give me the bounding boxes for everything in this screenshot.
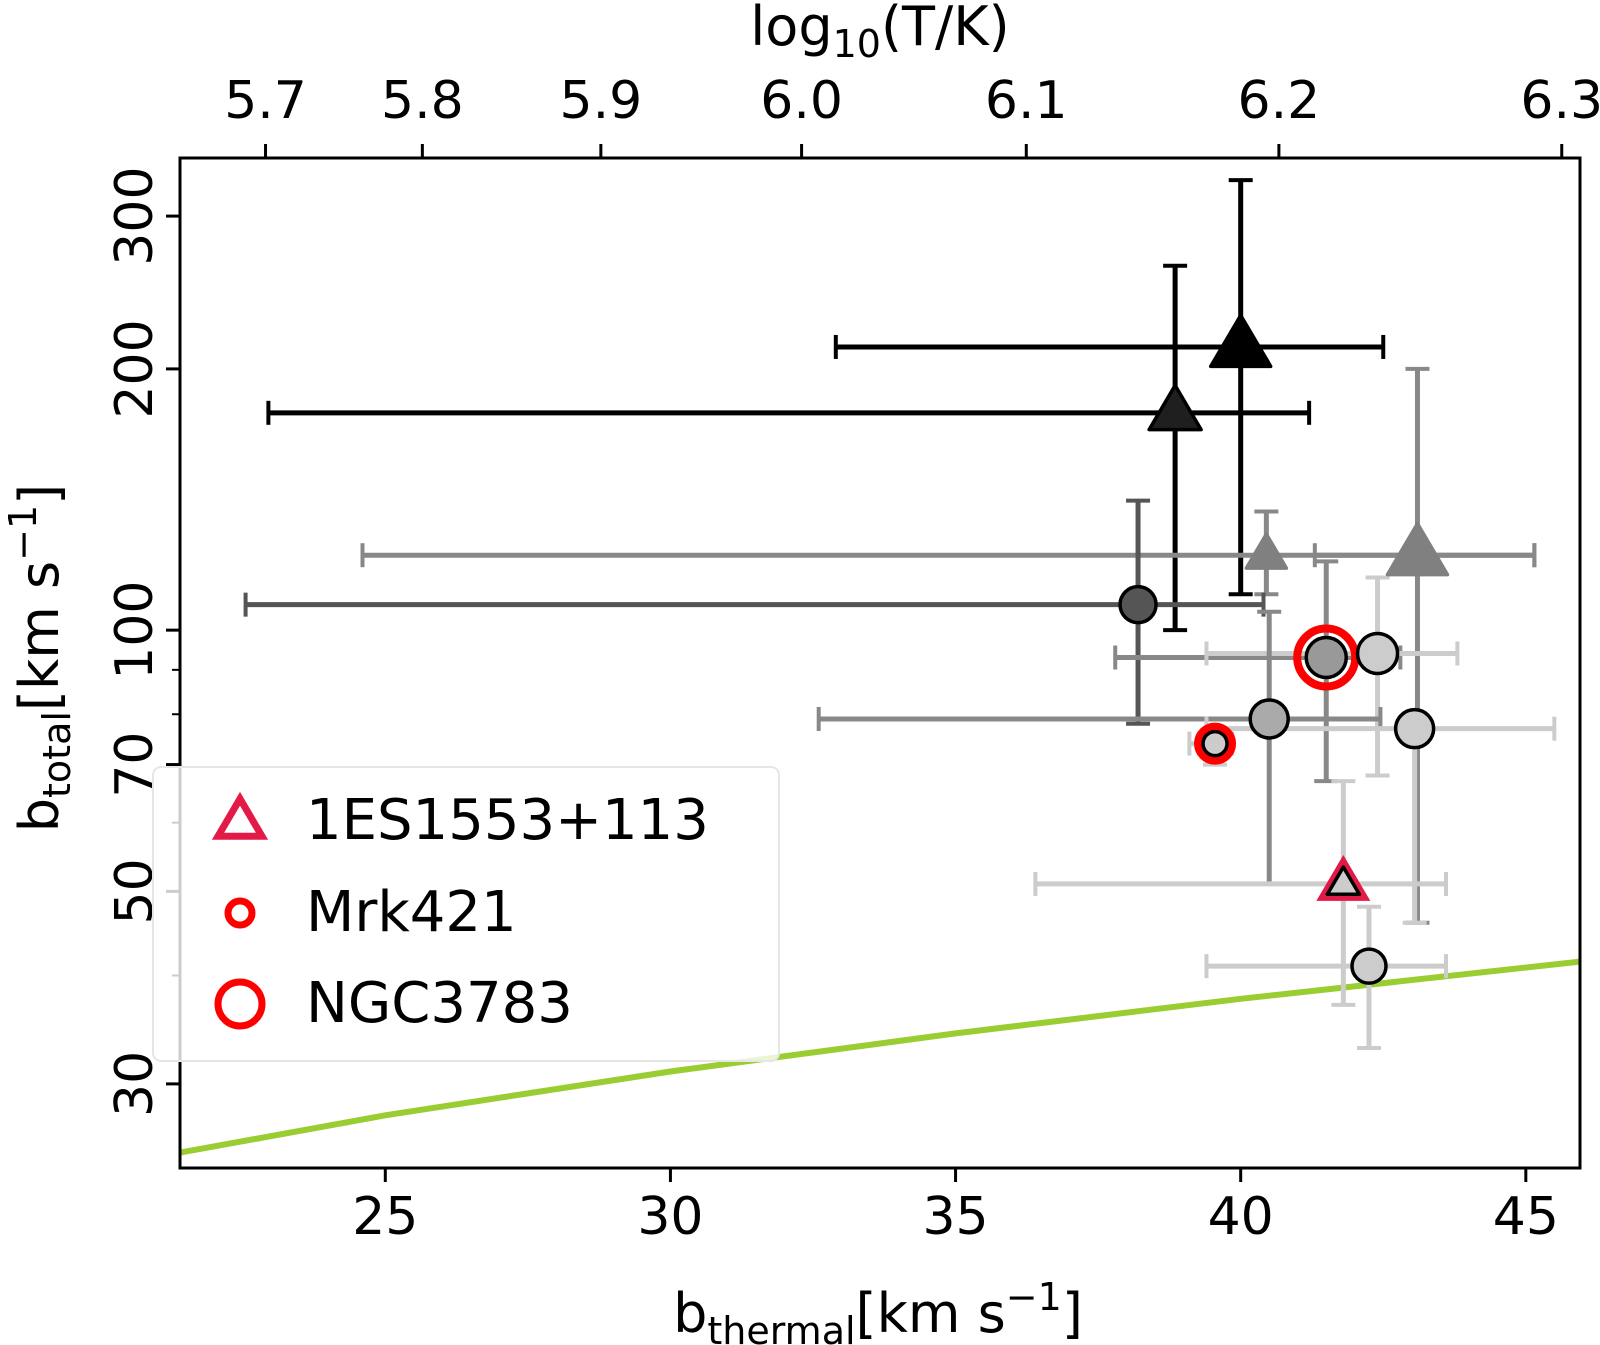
- legend-label-1es1553: 1ES1553+113: [306, 788, 709, 853]
- x-tick-label: 40: [1208, 1187, 1274, 1247]
- legend-marker-circle: [214, 978, 266, 1030]
- data-point-0: [833, 178, 1386, 597]
- legend-box: [152, 766, 780, 1062]
- triangle-marker: [1385, 521, 1450, 577]
- data-point-3: [1312, 366, 1537, 925]
- circle-marker: [1350, 947, 1388, 985]
- thermal-limit-curve: [179, 958, 1581, 1156]
- triangle-marker: [1147, 383, 1203, 432]
- x-tick-label: 25: [352, 1187, 418, 1247]
- legend-label-ngc3783: NGC3783: [306, 971, 573, 1036]
- top-axis-label: log10(T/K): [750, 0, 1009, 66]
- circle-marker: [1355, 631, 1400, 676]
- x-tick-label: 45: [1493, 1187, 1559, 1247]
- circle-marker: [1248, 698, 1290, 740]
- circle-marker: [1118, 584, 1158, 625]
- highlight-ring: [1194, 722, 1237, 765]
- y-tick-label: 100: [105, 581, 165, 680]
- legend-marker-small-circle: [224, 897, 256, 929]
- top-tick-label: 5.7: [224, 71, 307, 131]
- highlight-ring: [1293, 624, 1360, 691]
- x-axis-label: bthermal[km s−1]: [673, 1275, 1083, 1345]
- plot-frame: [178, 156, 1582, 1170]
- circle-marker: [1304, 635, 1348, 680]
- triangle-marker: [1208, 313, 1273, 369]
- data-point-4: [243, 498, 1266, 726]
- data-point-8: [1204, 716, 1557, 925]
- y-tick-label: 300: [105, 166, 165, 265]
- circle-marker: [1393, 707, 1436, 750]
- top-tick-label: 6.3: [1520, 71, 1600, 131]
- top-tick-label: 6.1: [985, 71, 1068, 131]
- top-tick-label: 6.0: [760, 71, 843, 131]
- plot-area: [179, 178, 1581, 1156]
- triangle-marker: [1325, 865, 1362, 897]
- x-tick-label: 35: [922, 1187, 988, 1247]
- legend: 1ES1553+113 Mrk421 NGC3783: [152, 766, 780, 1062]
- y-tick-label: 200: [105, 319, 165, 418]
- x-tick-label: 30: [637, 1187, 703, 1247]
- top-tick-label: 5.8: [381, 71, 464, 131]
- y-tick-label: 30: [105, 1051, 165, 1117]
- legend-marker-triangle: [211, 791, 269, 840]
- circle-marker: [1201, 729, 1229, 758]
- top-tick-label: 5.9: [560, 71, 643, 131]
- legend-label-mrk421: Mrk421: [306, 880, 517, 945]
- triangle-marker: [1244, 532, 1289, 570]
- legend-markers: [211, 791, 269, 1030]
- highlight-triangle: [1316, 854, 1371, 901]
- y-axis-label: btotal[km s−1]: [1, 484, 79, 833]
- data-point-1: [266, 263, 1312, 633]
- top-tick-label: 6.2: [1238, 71, 1321, 131]
